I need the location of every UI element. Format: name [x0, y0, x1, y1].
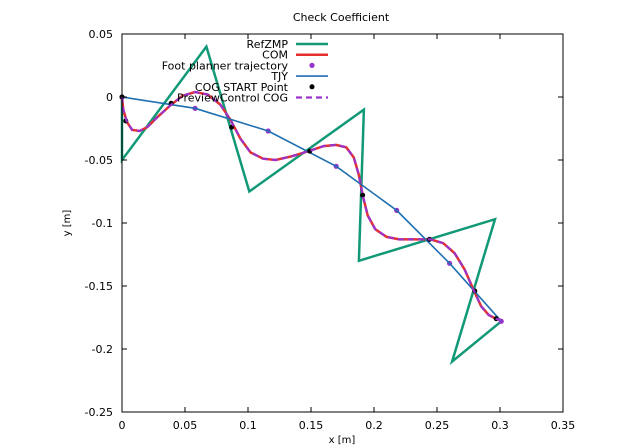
x-tick-label: 0.2 [365, 419, 383, 432]
legend-label-refzmp: RefZMP [247, 38, 289, 51]
chart-title: Check Coefficient [293, 11, 390, 24]
y-tick-label: 0 [106, 91, 113, 104]
x-tick-label: 0.05 [173, 419, 198, 432]
legend-label-tjy: TJY [270, 70, 288, 83]
legend-swatch-foot-planner-trajectory [309, 62, 315, 68]
y-tick-label: -0.2 [92, 343, 113, 356]
ticks-layer: 0 0.05 0.1 0.15 0.2 0.25 0.3 0.35 0.05 0 -0.05 -0.1… [85, 28, 576, 432]
series-line-previewcontrol-cog [120, 90, 502, 322]
x-tick-label: 0.15 [299, 419, 324, 432]
x-tick-label: 0.3 [491, 419, 509, 432]
x-axis-label: x [m] [329, 435, 356, 446]
series-line-tjy [121, 96, 502, 322]
y-axis-label: y [m] [62, 210, 73, 237]
legend-label-previewcontrol-cog: PreviewControl COG [177, 92, 288, 105]
x-tick-label: 0 [119, 419, 126, 432]
series-point-cog-start-point [360, 192, 366, 198]
series-line-com [120, 90, 502, 322]
y-tick-label: -0.05 [85, 154, 113, 167]
series-layer [119, 43, 504, 366]
legend-label-cog-start-point: COG START Point [195, 81, 289, 94]
y-tick-label: -0.15 [85, 280, 113, 293]
x-tick-label: 0.1 [239, 419, 257, 432]
legend-label-com: COM [262, 49, 288, 62]
y-tick-label: -0.1 [92, 217, 113, 230]
x-tick-label: 0.35 [551, 419, 576, 432]
legend-swatch-cog-start-point [309, 84, 315, 90]
y-tick-label: 0.05 [89, 28, 114, 41]
legend-label-foot-planner-trajectory: Foot planner trajectory [162, 59, 289, 72]
x-tick-label: 0.25 [425, 419, 450, 432]
y-tick-label: -0.25 [85, 406, 113, 419]
series-line-refzmp [120, 43, 503, 366]
